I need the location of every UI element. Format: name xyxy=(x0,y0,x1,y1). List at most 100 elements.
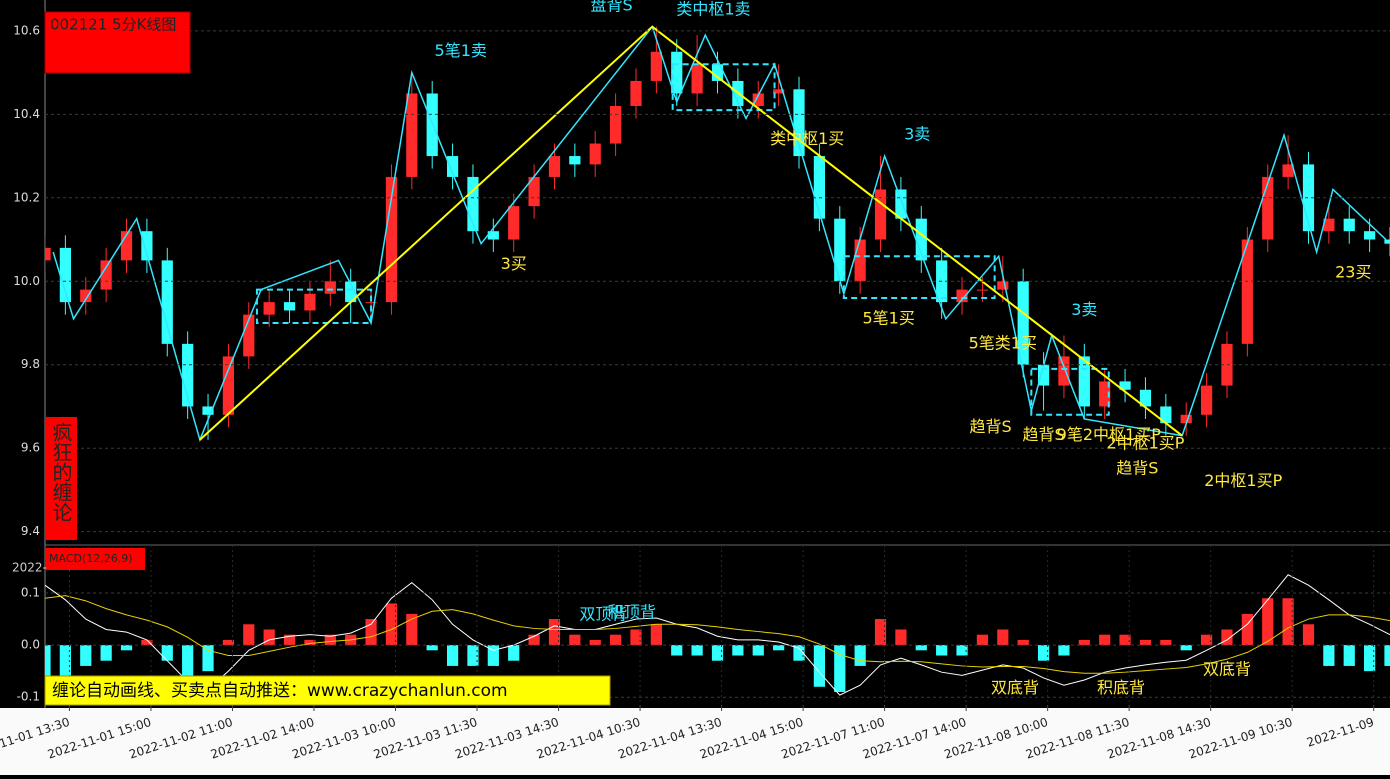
candle-body xyxy=(1241,239,1253,344)
macd-bar xyxy=(1302,624,1315,646)
macd-annotation: 双顶背 xyxy=(579,604,627,623)
candle-body xyxy=(1017,281,1029,365)
macd-bar xyxy=(1343,645,1355,666)
annotation: 趋背S xyxy=(1022,425,1064,444)
annotation: 2中枢1买P xyxy=(1106,434,1184,453)
y-tick-label: 9.4 xyxy=(21,524,40,538)
candle-body xyxy=(630,80,642,106)
macd-bar xyxy=(528,634,540,646)
macd-bar xyxy=(1180,645,1192,651)
candle-body xyxy=(1282,164,1294,177)
macd-bar xyxy=(752,645,764,656)
candle-body xyxy=(834,218,846,282)
macd-bar xyxy=(671,645,683,656)
macd-bar xyxy=(304,639,316,646)
candle-body xyxy=(1262,176,1274,240)
candle-body xyxy=(324,281,336,294)
macd-bar xyxy=(997,629,1009,646)
candle-body xyxy=(263,302,275,315)
macd-bar xyxy=(589,639,601,646)
macd-bar xyxy=(1364,645,1376,672)
candle-body xyxy=(956,289,968,303)
macd-bar xyxy=(487,645,499,666)
macd-bar xyxy=(182,645,194,677)
candle-body xyxy=(182,343,194,407)
candle-body xyxy=(1384,239,1390,244)
macd-bar xyxy=(80,645,92,666)
candle-body xyxy=(222,356,235,415)
candle-body xyxy=(854,239,866,282)
macd-bar xyxy=(691,645,703,656)
stray-label: 2022- xyxy=(12,561,47,575)
macd-bar xyxy=(446,645,459,666)
zhongshu-box xyxy=(255,288,373,324)
y-tick-label: 9.8 xyxy=(21,357,40,371)
macd-bar xyxy=(548,619,561,646)
macd-bar xyxy=(732,645,744,656)
annotation: 趋背S xyxy=(1116,459,1158,478)
macd-bar xyxy=(59,645,71,677)
macd-bar xyxy=(956,645,968,656)
candle-body xyxy=(1302,164,1315,232)
macd-bar xyxy=(630,629,642,646)
macd-bar xyxy=(976,634,989,646)
macd-bar xyxy=(793,645,805,661)
macd-bar xyxy=(324,634,336,646)
candle-body xyxy=(243,314,255,357)
candle-body xyxy=(1139,389,1152,407)
candle-body xyxy=(548,156,561,177)
macd-bar xyxy=(895,629,907,646)
candle-body xyxy=(161,260,173,344)
macd-label-box xyxy=(45,548,145,570)
candle-body xyxy=(487,231,499,240)
x-axis-area xyxy=(0,708,1390,775)
macd-bar xyxy=(1221,629,1233,646)
macd-panel xyxy=(45,574,1390,696)
annotation: 类中枢1卖 xyxy=(676,0,750,19)
bi-line xyxy=(52,25,1387,443)
macd-bar xyxy=(467,645,479,666)
annotation: 5笔类1买 xyxy=(969,333,1037,352)
macd-bar xyxy=(263,629,275,646)
candle-body xyxy=(874,189,887,240)
candle-body xyxy=(793,89,805,157)
macd-bar xyxy=(915,645,927,651)
annotation: 盘背S xyxy=(590,0,632,14)
candle-body xyxy=(59,247,71,303)
macd-bar xyxy=(120,645,133,651)
candle-body xyxy=(773,89,785,94)
candle-body xyxy=(813,156,825,219)
candle-body xyxy=(1323,218,1335,232)
candle-body xyxy=(711,64,724,81)
candle-body xyxy=(406,93,418,177)
candle-body xyxy=(1119,381,1131,390)
macd-bar xyxy=(650,624,662,646)
macd-bar xyxy=(45,645,51,677)
annotation: 9笔2中枢1买P xyxy=(1057,425,1162,444)
macd-bar xyxy=(283,634,296,646)
macd-bar xyxy=(1323,645,1335,666)
macd-bar xyxy=(1119,634,1131,646)
macd-bar xyxy=(243,624,255,646)
annotation: 3卖 xyxy=(904,125,930,144)
price-panel xyxy=(45,25,1390,443)
candle-body xyxy=(1221,343,1233,386)
annotation: 2中枢1买P xyxy=(1204,471,1282,490)
macd-bar xyxy=(1139,639,1152,646)
candle-body xyxy=(997,281,1009,290)
candle-body xyxy=(345,281,357,303)
macd-bar xyxy=(711,645,724,661)
background xyxy=(0,0,1390,708)
macd-bar xyxy=(385,603,398,646)
zhongshu-box xyxy=(842,255,996,299)
annotation: 5笔1买 xyxy=(862,308,914,327)
y-tick-label: 0.1 xyxy=(21,586,40,600)
y-tick-label: 10.6 xyxy=(13,23,40,37)
candle-body xyxy=(508,206,520,240)
macd-bar xyxy=(1241,613,1253,646)
y-tick-label: 9.6 xyxy=(21,441,40,455)
annotation: 趋背S xyxy=(969,417,1011,436)
y-tick-label: 10.0 xyxy=(13,274,40,288)
macd-bar xyxy=(1384,645,1390,666)
macd-bar xyxy=(426,645,438,651)
